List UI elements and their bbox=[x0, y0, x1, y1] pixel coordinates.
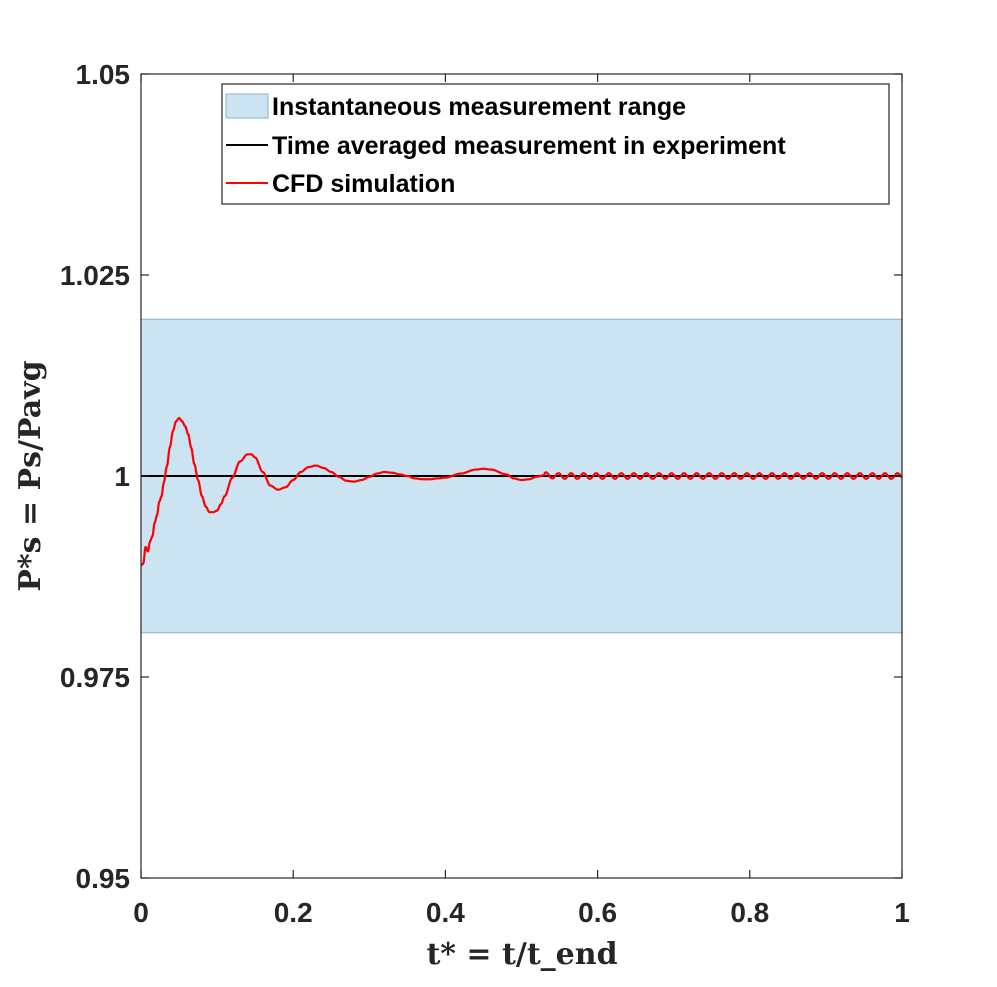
x-tick-label: 0.2 bbox=[274, 897, 313, 928]
y-tick-label: 0.95 bbox=[76, 863, 131, 894]
y-tick-label: 1.05 bbox=[76, 59, 131, 90]
legend-box bbox=[221, 83, 890, 205]
x-tick-label: 1 bbox=[894, 897, 910, 928]
y-tick-label: 1.025 bbox=[60, 260, 130, 291]
x-axis-label: t* = t/t_end bbox=[426, 937, 617, 972]
legend-label-cfd: CFD simulation bbox=[272, 170, 455, 198]
cfd-simulation-line bbox=[140, 417, 903, 567]
y-axis-label: P*s = Ps/Pavg bbox=[13, 360, 48, 591]
legend: Instantaneous measurement range Time ave… bbox=[221, 83, 890, 205]
axis-ticks: 0 0.2 0.4 0.6 0.8 1 0.95 0.975 1 1.025 1.05 bbox=[60, 59, 910, 928]
y-tick-label: 1 bbox=[114, 461, 130, 492]
y-tick-label: 0.975 bbox=[60, 662, 130, 693]
legend-label-band: Instantaneous measurement range bbox=[272, 93, 686, 121]
plot-area bbox=[140, 74, 903, 878]
x-tick-label: 0.6 bbox=[578, 897, 617, 928]
x-tick-label: 0.4 bbox=[426, 897, 465, 928]
x-tick-label: 0.8 bbox=[730, 897, 769, 928]
x-tick-label: 0 bbox=[133, 897, 149, 928]
legend-swatch-band bbox=[225, 93, 269, 119]
legend-label-average: Time averaged measurement in experiment bbox=[272, 132, 786, 160]
